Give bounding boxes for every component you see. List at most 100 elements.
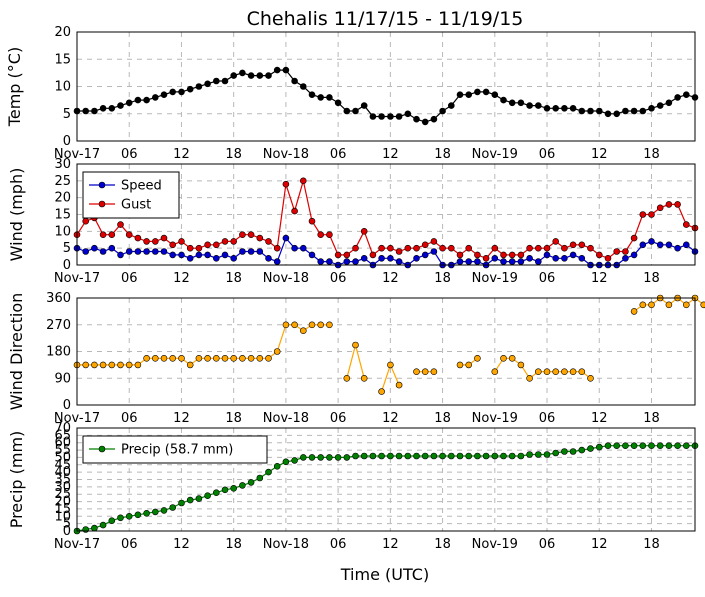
data-point — [352, 244, 359, 252]
data-point — [169, 354, 176, 362]
data-point — [239, 231, 246, 238]
data-point — [195, 251, 203, 259]
data-point — [134, 248, 142, 255]
data-point — [352, 258, 359, 265]
legend-swatch-marker — [98, 445, 106, 453]
data-point — [613, 442, 621, 450]
x-tick-label: 12 — [591, 537, 608, 552]
y-tick-label: 25 — [54, 487, 71, 502]
data-point — [247, 248, 255, 255]
data-point — [648, 105, 655, 112]
data-point — [204, 80, 211, 88]
data-point — [99, 248, 107, 255]
data-point — [622, 248, 629, 255]
data-point — [508, 354, 516, 362]
data-point — [82, 248, 89, 255]
data-point — [456, 258, 464, 265]
data-point — [91, 244, 98, 252]
x-tick-label: 06 — [539, 411, 556, 426]
panel-temp: 0 5 10 15 20 Nov-17 06 12 18 Nov-18 06 12 18 Nov-19 06… — [5, 25, 699, 162]
plot-frame — [76, 427, 696, 532]
data-point — [117, 221, 124, 228]
data-point — [465, 91, 473, 98]
series-line — [346, 342, 365, 379]
data-point — [378, 254, 385, 262]
data-point — [378, 113, 385, 120]
data-point — [117, 514, 124, 522]
data-point — [595, 251, 603, 259]
data-point — [143, 509, 150, 517]
data-point — [152, 94, 159, 101]
y-axis-label: Precip (mm) — [7, 431, 26, 529]
data-point — [552, 449, 560, 457]
data-point — [517, 258, 525, 265]
data-point — [387, 361, 394, 369]
data-point — [152, 238, 159, 245]
data-point — [508, 251, 516, 259]
x-tick-label: 06 — [121, 537, 138, 552]
data-point — [317, 321, 325, 329]
data-point — [265, 354, 272, 362]
data-point — [456, 91, 464, 98]
data-point — [648, 211, 655, 218]
data-point — [195, 354, 203, 362]
y-tick-label: 10 — [54, 224, 71, 239]
data-point — [352, 452, 359, 460]
data-point — [108, 244, 116, 252]
data-point — [491, 452, 499, 460]
data-point — [639, 211, 647, 218]
data-point — [526, 254, 533, 262]
data-point — [143, 354, 150, 362]
data-point — [569, 448, 577, 455]
data-point — [682, 241, 690, 249]
x-tick-label: Nov-18 — [263, 271, 309, 286]
data-point — [178, 354, 185, 362]
x-tick-label: Nov-17 — [54, 271, 100, 286]
data-point — [395, 248, 403, 255]
series-line — [494, 357, 591, 380]
data-point — [143, 248, 150, 255]
x-tick-label: 12 — [591, 147, 608, 162]
data-point — [169, 241, 176, 249]
data-point — [369, 251, 377, 259]
data-point — [534, 102, 542, 109]
y-tick-label: 15 — [54, 502, 71, 517]
data-point — [682, 442, 690, 450]
data-point — [265, 72, 272, 79]
x-tick-label: 12 — [382, 411, 399, 426]
data-point — [439, 244, 446, 252]
data-point — [439, 452, 446, 460]
data-point — [587, 374, 594, 382]
data-point — [326, 94, 333, 101]
y-tick-label: 20 — [54, 191, 71, 206]
y-tick-label: 30 — [54, 480, 71, 495]
x-tick-label: Nov-19 — [472, 147, 518, 162]
data-point — [299, 83, 307, 90]
data-point — [465, 258, 473, 265]
data-point — [213, 241, 220, 249]
data-point — [221, 486, 229, 494]
data-point — [578, 368, 586, 376]
data-point — [265, 468, 272, 476]
data-point — [604, 110, 612, 118]
x-tick-label: 18 — [434, 147, 451, 162]
data-point — [395, 258, 403, 265]
data-point — [465, 361, 473, 369]
data-point — [491, 254, 499, 262]
data-point — [308, 91, 316, 98]
data-point — [239, 248, 246, 255]
data-point — [334, 454, 342, 461]
data-point — [291, 207, 298, 215]
x-tick-label: 06 — [121, 411, 138, 426]
data-point — [317, 258, 325, 265]
data-point — [186, 496, 194, 504]
data-point — [421, 368, 429, 376]
data-point — [282, 321, 290, 329]
data-point — [343, 107, 351, 115]
data-point — [395, 381, 403, 389]
x-tick-label: 18 — [643, 147, 660, 162]
data-point — [282, 234, 290, 242]
series-precip-0 — [73, 442, 699, 535]
data-point — [421, 452, 429, 460]
